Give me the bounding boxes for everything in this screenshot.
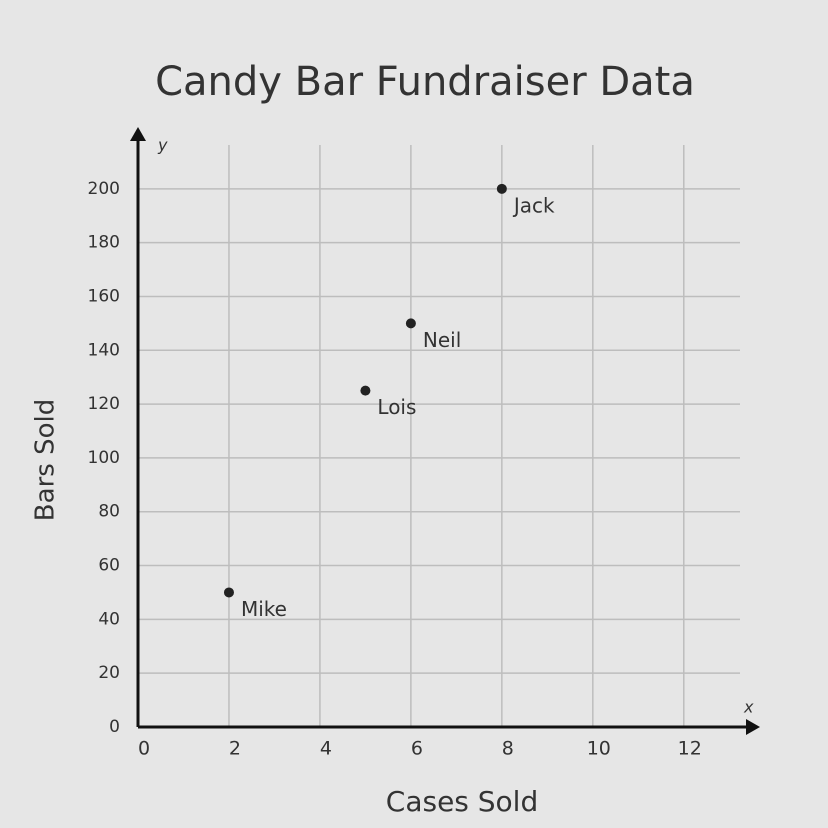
x-tick-label: 12 [678,738,702,760]
y-tick-label: 100 [88,448,120,468]
y-axis-label: Bars Sold [31,399,61,521]
y-tick-label: 0 [109,717,120,737]
x-tick-label: 8 [502,738,514,760]
x-axis-symbol: x [743,698,754,717]
point [405,318,416,329]
point [223,587,234,598]
point-label: Mike [241,597,287,621]
x-arrow [746,719,760,735]
x-tick-label: 2 [229,738,241,760]
y-tick-label: 40 [98,609,120,629]
x-tick-label: 0 [138,738,150,760]
y-tick-label: 60 [98,556,120,576]
y-tick-label: 120 [88,394,120,414]
y-axis-symbol: y [157,136,168,155]
y-tick-label: 200 [88,179,120,199]
x-axis-label: Cases Sold [386,785,538,818]
x-tick-label: 10 [587,738,611,760]
point [496,183,507,194]
y-tick-label: 180 [88,233,120,253]
point-label: Neil [423,328,461,352]
y-tick-label: 140 [88,340,120,360]
y-tick-label: 80 [98,502,120,522]
chart-title: Candy Bar Fundraiser Data [155,59,695,105]
y-tick-label: 20 [98,663,120,683]
y-tick-label: 160 [88,286,120,306]
x-tick-label: 4 [320,738,332,760]
point [360,385,371,396]
y-arrow [130,127,146,141]
point-label: Lois [377,395,416,419]
point-label: Jack [512,193,555,217]
x-tick-label: 6 [411,738,423,760]
